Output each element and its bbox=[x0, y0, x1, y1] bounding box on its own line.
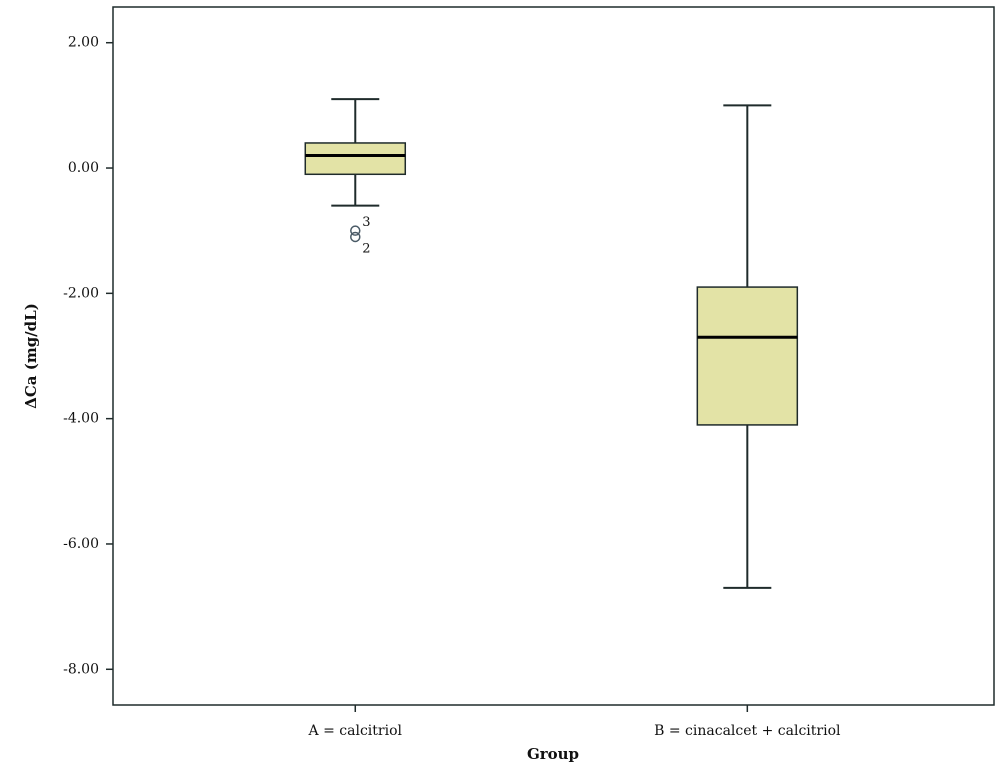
outlier bbox=[350, 225, 361, 236]
x-axis-label: Group bbox=[527, 745, 579, 763]
box bbox=[304, 142, 407, 176]
x-tick-label: A = calcitriol bbox=[308, 723, 403, 739]
y-tick-label: -4.00 bbox=[63, 411, 99, 427]
y-tick-label: 2.00 bbox=[68, 35, 99, 51]
outlier-label: 3 bbox=[362, 215, 370, 230]
box bbox=[696, 286, 799, 426]
y-axis-label: ΔCa (mg/dL) bbox=[22, 303, 40, 409]
outlier bbox=[350, 231, 361, 243]
plot-frame bbox=[112, 6, 995, 706]
x-tick-label: B = cinacalcet + calcitriol bbox=[654, 723, 841, 739]
y-tick-label: -2.00 bbox=[63, 285, 99, 301]
outlier-label: 2 bbox=[362, 241, 370, 256]
y-tick-label: 0.00 bbox=[68, 160, 99, 176]
y-tick-label: -6.00 bbox=[63, 536, 99, 552]
y-tick-label: -8.00 bbox=[63, 661, 99, 677]
